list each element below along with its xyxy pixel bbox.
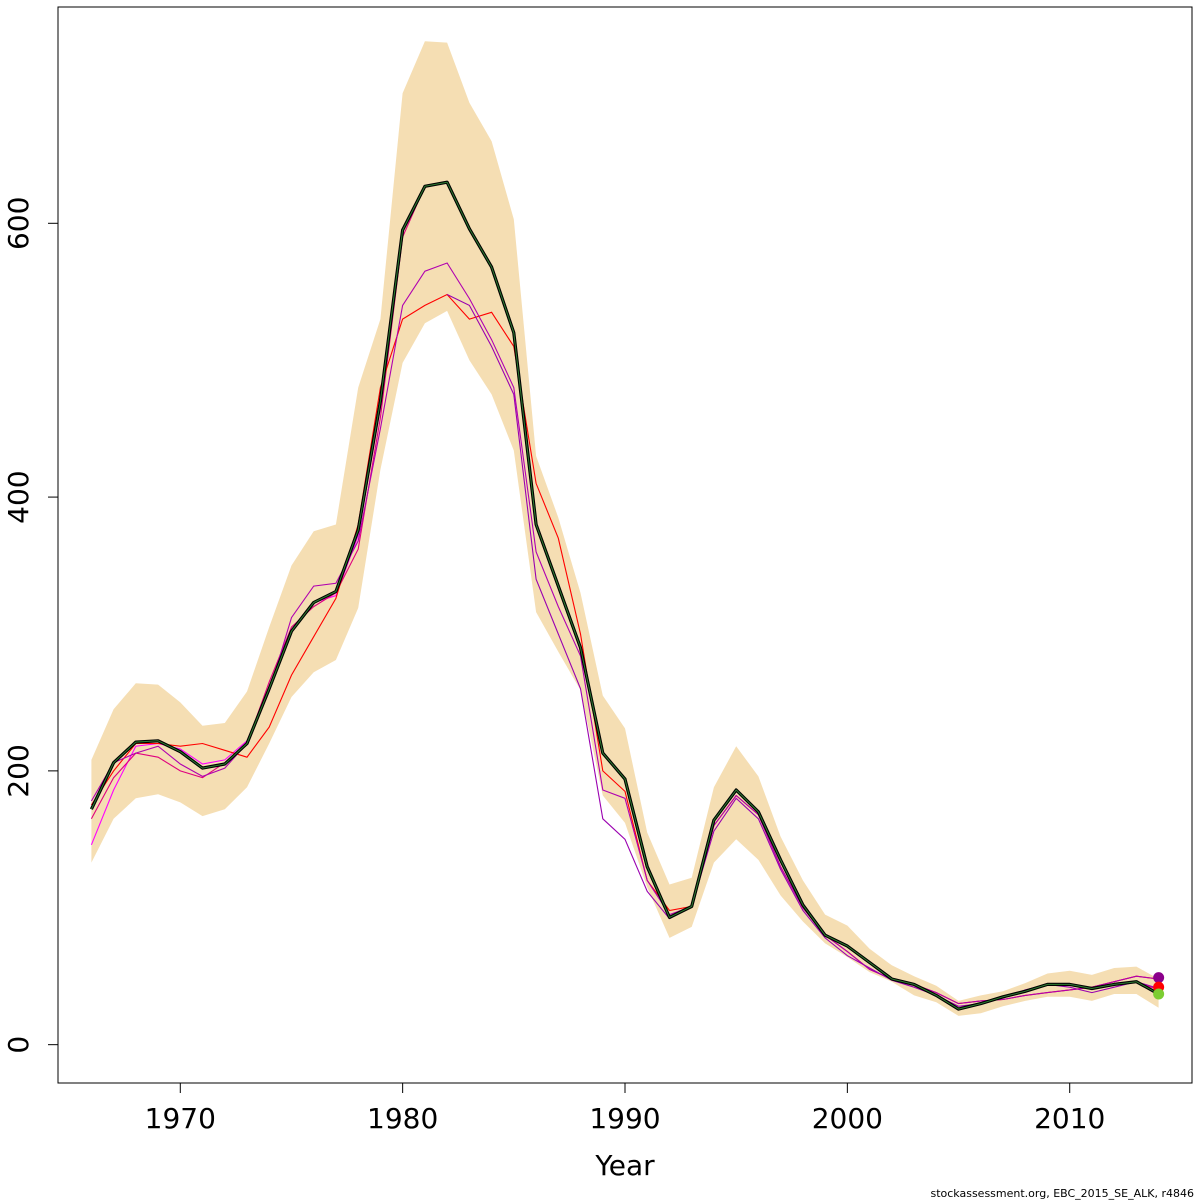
end-points-layer — [1153, 972, 1165, 1000]
x-axis: 1970 1980 1990 2000 2010 — [145, 1082, 1105, 1135]
retro-series-line-1 — [90, 181, 1159, 1010]
main-series-line — [89, 180, 1160, 1011]
x-tick-label: 2000 — [812, 1102, 883, 1135]
series-layer — [90, 181, 1159, 1010]
x-tick-label: 1970 — [145, 1102, 216, 1135]
retro-series-line-4 — [90, 262, 1159, 1005]
main-series-core-line — [90, 181, 1159, 1010]
x-tick-label: 2010 — [1034, 1102, 1105, 1135]
end-point-0 — [1153, 972, 1165, 984]
confidence-band — [91, 41, 1159, 1016]
credit-text: stockassessment.org, EBC_2015_SE_ALK, r4… — [930, 1187, 1194, 1200]
y-tick-label: 200 — [2, 744, 35, 797]
retro-series-line-2 — [90, 181, 1159, 1010]
y-tick-label: 0 — [2, 1036, 35, 1054]
y-tick-label: 400 — [2, 470, 35, 523]
y-axis: 0 200 400 600 — [2, 197, 59, 1054]
main-series-layer — [89, 180, 1160, 1011]
x-tick-label: 1990 — [589, 1102, 660, 1135]
x-axis-title: Year — [594, 1149, 655, 1182]
x-tick-label: 1980 — [367, 1102, 438, 1135]
plot-frame — [57, 6, 1193, 1084]
y-tick-label: 600 — [2, 197, 35, 250]
confidence-band-layer — [91, 41, 1159, 1016]
retro-series-line-3 — [90, 293, 1159, 1005]
end-point-2 — [1153, 988, 1165, 1000]
